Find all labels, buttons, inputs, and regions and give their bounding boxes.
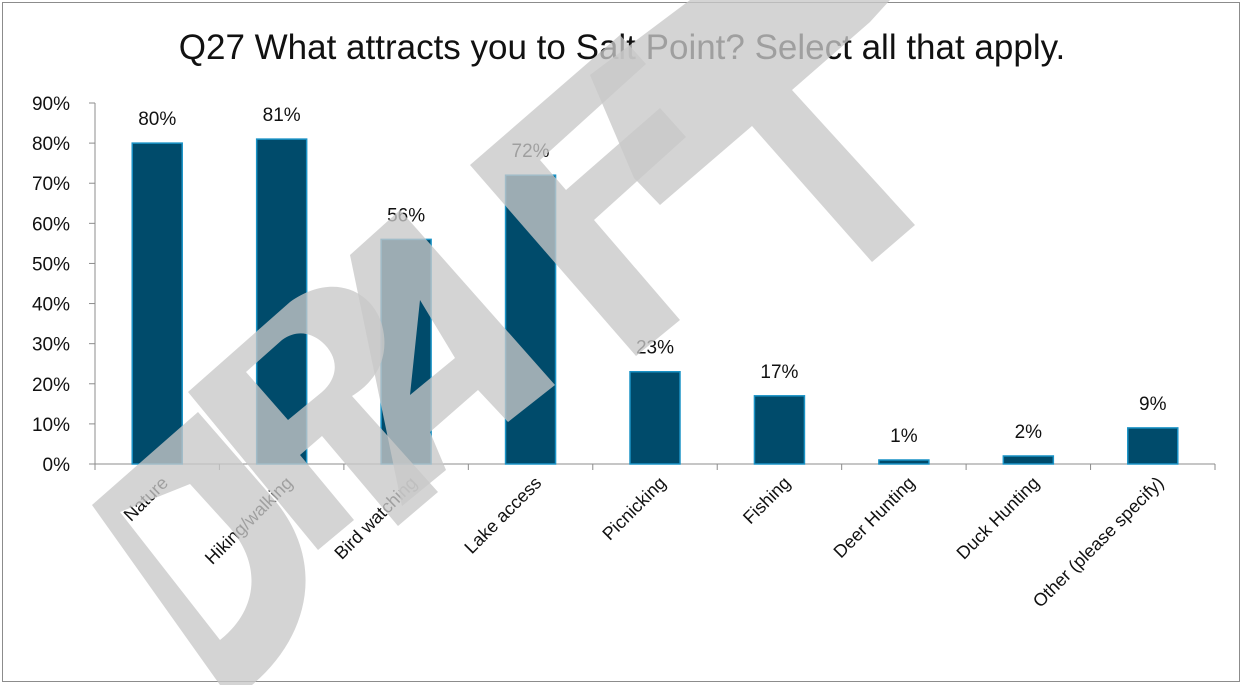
bar — [255, 138, 308, 465]
category-label: Deer Hunting — [830, 473, 919, 562]
y-tick-label: 70% — [32, 174, 70, 195]
data-label: 23% — [636, 338, 674, 359]
data-label: 81% — [263, 105, 301, 126]
data-label: 56% — [387, 205, 425, 226]
bar — [878, 459, 930, 465]
category-label: Other (please specify) — [1029, 473, 1168, 612]
bar — [131, 142, 183, 465]
y-tick-label: 50% — [32, 254, 70, 275]
category-label: Lake access — [460, 473, 545, 558]
bar — [629, 370, 681, 465]
bar — [380, 238, 432, 465]
data-label: 9% — [1139, 394, 1167, 415]
bar — [504, 174, 557, 465]
category-label: Hiking/walking — [201, 473, 297, 569]
y-tick-label: 40% — [32, 295, 70, 316]
data-label: 1% — [890, 426, 918, 447]
data-label: 72% — [512, 141, 550, 162]
y-tick-label: 80% — [32, 134, 70, 155]
data-label: 80% — [138, 109, 176, 130]
category-label: Fishing — [739, 473, 794, 528]
data-label: 17% — [760, 362, 798, 383]
bar — [1127, 427, 1179, 465]
category-label: Nature — [120, 473, 172, 525]
bar — [753, 395, 806, 465]
y-tick-label: 0% — [43, 455, 71, 476]
data-label: 2% — [1015, 422, 1043, 443]
category-label: Bird watching — [330, 473, 421, 564]
category-label: Duck Hunting — [953, 473, 1044, 564]
bar — [1002, 455, 1055, 465]
y-tick-label: 30% — [32, 335, 70, 356]
y-tick-label: 90% — [32, 94, 70, 115]
y-tick-label: 10% — [32, 415, 70, 436]
y-tick-label: 20% — [32, 375, 70, 396]
category-label: Picnicking — [598, 473, 669, 544]
y-tick-label: 60% — [32, 214, 70, 235]
